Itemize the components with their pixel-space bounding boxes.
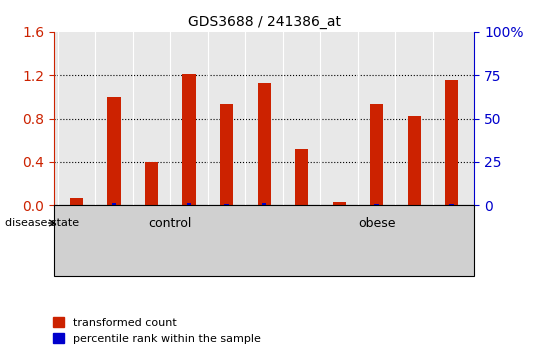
Bar: [375, 204, 379, 205]
Bar: [70, 198, 83, 205]
Bar: [258, 83, 271, 205]
Bar: [262, 203, 266, 205]
Text: control: control: [149, 217, 192, 229]
Bar: [450, 204, 454, 205]
Bar: [112, 204, 116, 205]
Bar: [445, 80, 458, 205]
Bar: [333, 202, 345, 205]
Bar: [186, 203, 191, 205]
Bar: [183, 74, 196, 205]
Bar: [370, 104, 383, 205]
Legend: transformed count, percentile rank within the sample: transformed count, percentile rank withi…: [49, 313, 265, 348]
Bar: [295, 149, 308, 205]
Bar: [407, 116, 421, 205]
Bar: [107, 97, 121, 205]
Bar: [145, 162, 158, 205]
Text: disease state: disease state: [5, 218, 80, 228]
Bar: [224, 204, 229, 205]
Bar: [220, 104, 233, 205]
Title: GDS3688 / 241386_at: GDS3688 / 241386_at: [188, 16, 341, 29]
Text: obese: obese: [358, 217, 396, 229]
